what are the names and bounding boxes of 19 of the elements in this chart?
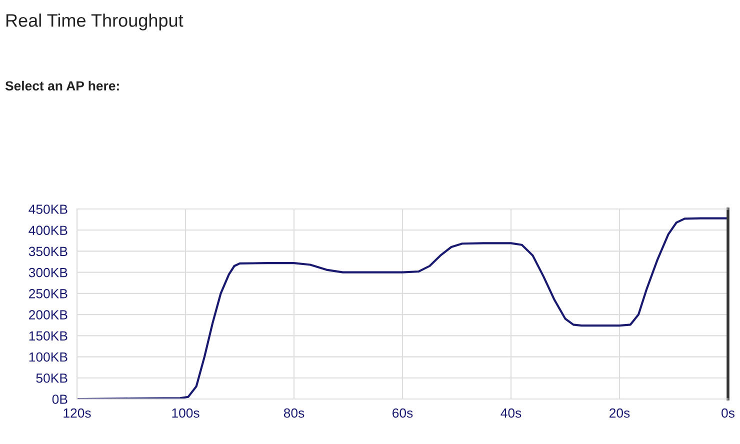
y-tick-label: 50KB [36,373,68,383]
x-tick-label: 100s [172,408,200,418]
y-tick-label: 0B [52,394,68,404]
y-tick-label: 250KB [29,289,68,298]
chart-title: Real Time Throughput [6,14,184,30]
y-tick-label: 400KB [28,226,68,236]
y-tick-label: 300KB [28,268,68,278]
x-tick-label: 80s [284,408,304,418]
y-tick-label: 200KB [29,310,68,320]
y-tick-label: 350KB [28,246,68,256]
y-tick-label: 450KB [28,204,68,214]
y-tick-label: 150KB [29,331,68,341]
x-tick-label: 120s [64,408,91,418]
y-tick-label: 100KB [29,352,68,362]
x-tick-label: 0s [722,408,734,418]
x-tick-label: 20s [610,408,630,418]
text: Select an AP here: [5,80,119,91]
x-tick-label: 40s [500,408,522,418]
x-tick-label: 60s [392,408,413,418]
